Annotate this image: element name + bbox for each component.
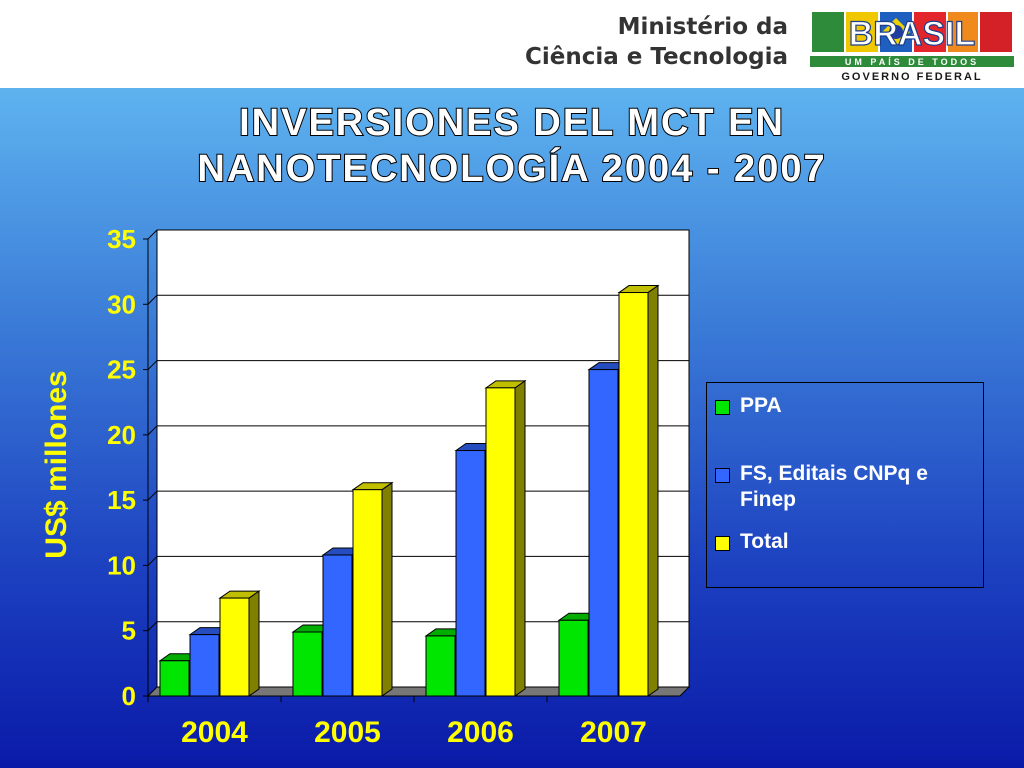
chart-legend: PPA FS, Editais CNPq e Finep Total xyxy=(706,382,984,588)
y-tick-label: 15 xyxy=(107,485,136,515)
bar-front xyxy=(425,635,456,697)
ministry-name: Ministério da Ciência e Tecnologia xyxy=(525,12,788,72)
logo-tagline: UM PAÍS DE TODOS xyxy=(845,57,979,67)
bar-side xyxy=(381,481,393,697)
x-tick-label: 2007 xyxy=(580,716,647,749)
bar xyxy=(351,481,394,697)
legend-item: Total xyxy=(715,529,980,555)
legend-swatch xyxy=(715,536,730,551)
legend-item: FS, Editais CNPq e Finep xyxy=(715,461,980,513)
gridline-depth xyxy=(147,490,158,501)
bar xyxy=(484,379,527,697)
bar-side xyxy=(647,284,659,697)
bar-front xyxy=(485,387,516,697)
bar-front xyxy=(588,369,619,697)
gridline-depth xyxy=(147,294,158,305)
legend-swatch xyxy=(715,468,730,483)
gridline-depth xyxy=(147,425,158,436)
x-tick-label: 2005 xyxy=(314,716,381,749)
logo-word: BRASIL xyxy=(849,15,976,53)
y-tick-label: 20 xyxy=(107,420,136,450)
legend-label: PPA xyxy=(740,394,782,417)
y-axis-label: US$ millones xyxy=(40,370,73,558)
bar-front xyxy=(159,660,190,697)
title-line-1: INVERSIONES DEL MCT EN xyxy=(238,101,785,145)
bar xyxy=(218,590,261,697)
brasil-logo: BRASIL UM PAÍS DE TODOS GOVERNO FEDERAL xyxy=(810,10,1014,82)
gridline-depth xyxy=(147,360,158,370)
bar-front xyxy=(455,450,486,697)
y-tick-label: 30 xyxy=(107,289,136,319)
bar-side xyxy=(248,590,260,697)
gridline-depth xyxy=(147,621,158,632)
ministry-line-2: Ciência e Tecnologia xyxy=(525,44,788,70)
ministry-line-1: Ministério da xyxy=(617,14,788,40)
y-tick-label: 35 xyxy=(107,224,136,254)
slide-title: INVERSIONES DEL MCT EN NANOTECNOLOGÍA 20… xyxy=(0,100,1024,192)
bar-front xyxy=(352,489,383,697)
x-tick-label: 2006 xyxy=(447,716,514,749)
x-tick-label: 2004 xyxy=(181,716,248,749)
legend-label: Total xyxy=(740,530,789,553)
bar-front xyxy=(292,631,323,697)
gridline-depth xyxy=(147,229,158,240)
legend-swatch xyxy=(715,400,730,415)
bar-front xyxy=(618,292,649,697)
header-bar: Ministério da Ciência e Tecnologia BRASI… xyxy=(0,0,1024,88)
legend-label: FS, Editais CNPq e Finep xyxy=(740,462,928,511)
bar-side xyxy=(514,379,526,697)
bar-front xyxy=(322,554,353,697)
legend-item: PPA xyxy=(715,393,980,419)
y-tick-label: 10 xyxy=(107,550,136,580)
y-tick-label: 0 xyxy=(122,681,136,711)
y-tick-label: 25 xyxy=(107,355,136,385)
logo-subtitle: GOVERNO FEDERAL xyxy=(841,71,982,82)
y-tick-label: 5 xyxy=(122,616,136,646)
bar-front xyxy=(189,634,220,697)
bar xyxy=(617,284,660,697)
bar-front xyxy=(558,619,589,697)
title-line-2: NANOTECNOLOGÍA 2004 - 2007 xyxy=(196,147,827,191)
bar-front xyxy=(219,597,250,697)
gridline-depth xyxy=(147,556,158,566)
